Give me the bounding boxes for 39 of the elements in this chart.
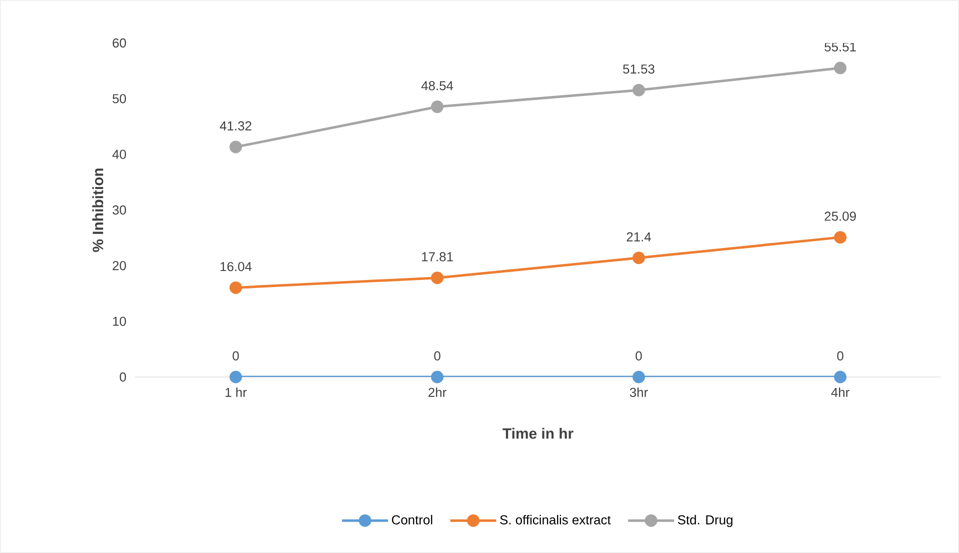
y-tick-label: 0: [120, 372, 126, 382]
y-tick-label: 30: [112, 205, 126, 215]
point: [230, 281, 242, 294]
y-tick-label: 50: [112, 94, 126, 104]
data-label: 16.04: [220, 262, 252, 272]
data-label: 0: [232, 351, 239, 360]
data-label: 0: [434, 351, 440, 360]
data-label: 0: [837, 351, 844, 360]
y-tick-label: 20: [112, 261, 126, 270]
data-label: 21.4: [626, 232, 651, 242]
y-axis-title: % Inhibition: [92, 168, 104, 252]
x-tick-label: 3hr: [630, 387, 648, 398]
point: [230, 370, 242, 384]
x-axis-title: Time in hr: [502, 428, 574, 439]
y-tick-label: 10: [113, 316, 126, 326]
point: [230, 140, 242, 154]
x-tick-label: 4hr: [831, 387, 850, 397]
data-label: 0: [636, 351, 642, 360]
data-label: 17.81: [422, 252, 453, 262]
point: [632, 84, 646, 96]
data-label: 41.32: [220, 121, 252, 130]
x-tick-label: 1 hr: [226, 387, 247, 397]
legend-label: Std. Drug: [678, 514, 732, 528]
point: [431, 272, 444, 284]
y-tick-label: 40: [112, 150, 126, 159]
point: [632, 252, 646, 264]
point: [431, 370, 444, 384]
x-tick-label: 2hr: [428, 387, 446, 397]
point: [834, 231, 847, 244]
point: [632, 370, 646, 384]
legend-label: S. officinalis extract: [500, 514, 611, 524]
y-tick-label: 60: [112, 38, 126, 48]
data-label: 25.09: [824, 212, 856, 221]
point: [431, 100, 444, 114]
point: [834, 370, 847, 384]
data-label: 48.54: [421, 81, 454, 90]
legend-label: Control: [392, 514, 432, 524]
point: [834, 62, 847, 74]
data-label: 51.53: [623, 64, 654, 74]
